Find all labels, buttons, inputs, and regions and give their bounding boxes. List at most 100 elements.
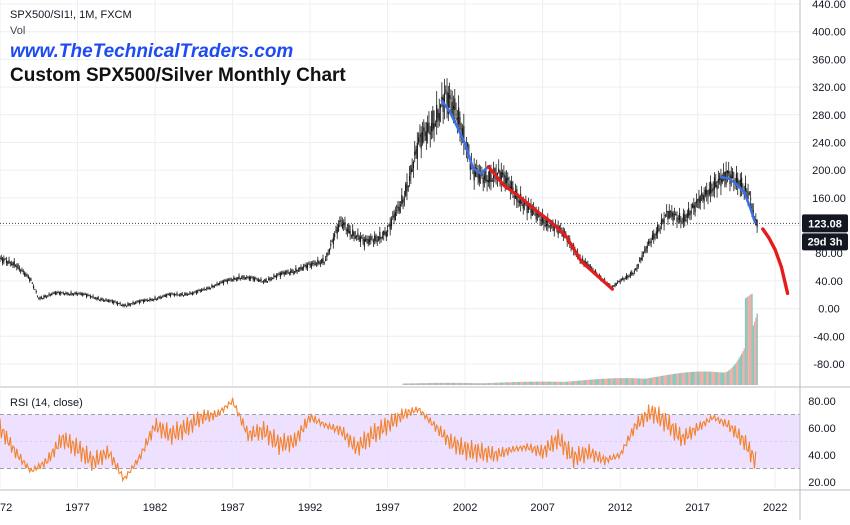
last-price-tag — [802, 214, 848, 233]
candle-body — [380, 236, 382, 239]
candle-body — [284, 272, 287, 275]
candle-body — [193, 292, 195, 294]
candle-body — [93, 297, 95, 299]
candle-body — [31, 282, 33, 284]
candle-body — [27, 276, 30, 279]
candle-body — [250, 277, 252, 279]
volume-bar — [626, 378, 628, 385]
volume-bar — [659, 376, 662, 385]
candle-body — [711, 189, 713, 193]
candle-body — [415, 148, 417, 154]
volume-bar — [411, 383, 413, 385]
volume-bar — [490, 382, 492, 385]
volume-bar — [420, 383, 422, 385]
candle-body — [716, 185, 718, 190]
candle-body — [425, 131, 427, 141]
candle-body — [221, 281, 223, 283]
candle-body — [647, 241, 650, 244]
candle-body — [54, 292, 57, 295]
x-tick-label: 1972 — [0, 502, 12, 514]
candle-body — [623, 279, 625, 280]
candle-body — [128, 303, 130, 306]
candle-body — [547, 219, 549, 227]
candle-body — [735, 173, 738, 185]
volume-bar — [629, 378, 632, 385]
volume-bar — [588, 379, 590, 385]
volume-label: Vol — [10, 25, 26, 37]
candle-body — [585, 262, 588, 264]
candle-body — [635, 268, 637, 271]
candle-body — [332, 237, 334, 245]
volume-bar — [427, 383, 429, 385]
volume-bar — [589, 379, 592, 385]
volume-bar — [439, 382, 442, 385]
candle-body — [649, 242, 651, 244]
candle-body — [261, 281, 263, 283]
candle-body — [21, 269, 23, 272]
y-tick-label: 320.00 — [812, 82, 846, 94]
candle-body — [309, 263, 311, 265]
candle-body — [399, 204, 402, 206]
candle-body — [375, 235, 377, 242]
candle-body — [641, 254, 643, 261]
volume-bar — [437, 382, 439, 385]
volume-bar — [521, 381, 523, 385]
candle-body — [202, 289, 204, 290]
volume-bar — [406, 383, 408, 385]
volume-bar — [565, 381, 567, 385]
candle-body — [750, 198, 752, 200]
volume-bar — [645, 378, 647, 385]
candle-body — [371, 239, 373, 241]
candle-body — [688, 208, 690, 216]
candle-body — [521, 201, 523, 204]
candle-body — [748, 193, 750, 195]
candle-body — [672, 212, 674, 222]
volume-bar — [593, 379, 596, 385]
candle-body — [158, 296, 160, 299]
volume-bar — [505, 382, 508, 385]
candle-body — [257, 279, 259, 282]
volume-bar — [525, 381, 527, 385]
candle-body — [129, 304, 132, 306]
candle-body — [147, 300, 150, 302]
candle-body — [402, 199, 404, 203]
y-tick-label: 360.00 — [812, 54, 846, 66]
candle-body — [393, 213, 395, 218]
volume-bar — [582, 380, 584, 385]
candle-body — [96, 297, 98, 300]
x-tick-label: 2022 — [763, 502, 787, 514]
candle-body — [292, 272, 294, 274]
candle-body — [357, 233, 359, 237]
volume-bar — [738, 358, 740, 385]
candle-body — [638, 260, 641, 262]
volume-bar — [657, 376, 659, 385]
candle-body — [226, 279, 228, 283]
volume-bar — [708, 371, 711, 385]
candle-body — [260, 279, 262, 281]
volume-bar — [442, 382, 444, 385]
volume-bar — [455, 382, 457, 385]
volume-bar — [722, 372, 725, 385]
candle-body — [548, 226, 550, 228]
volume-bar — [715, 371, 717, 385]
volume-bar — [641, 378, 643, 385]
symbol-label: SPX500/SI1!, 1M, FXCM — [10, 9, 132, 21]
candle-body — [379, 232, 381, 240]
candle-body — [167, 294, 169, 295]
candle-body — [405, 184, 407, 196]
volume-bar — [602, 378, 605, 385]
candle-body — [678, 213, 681, 221]
candle-body — [712, 188, 714, 191]
candle-body — [71, 293, 73, 295]
candle-body — [543, 219, 545, 225]
candle-body — [48, 293, 50, 296]
volume-bar — [576, 380, 579, 385]
candle-body — [632, 273, 634, 275]
candle-body — [208, 288, 210, 289]
candle-body — [686, 213, 688, 218]
volume-bar — [443, 382, 446, 385]
candle-body — [618, 281, 620, 283]
candle-body — [26, 274, 28, 276]
